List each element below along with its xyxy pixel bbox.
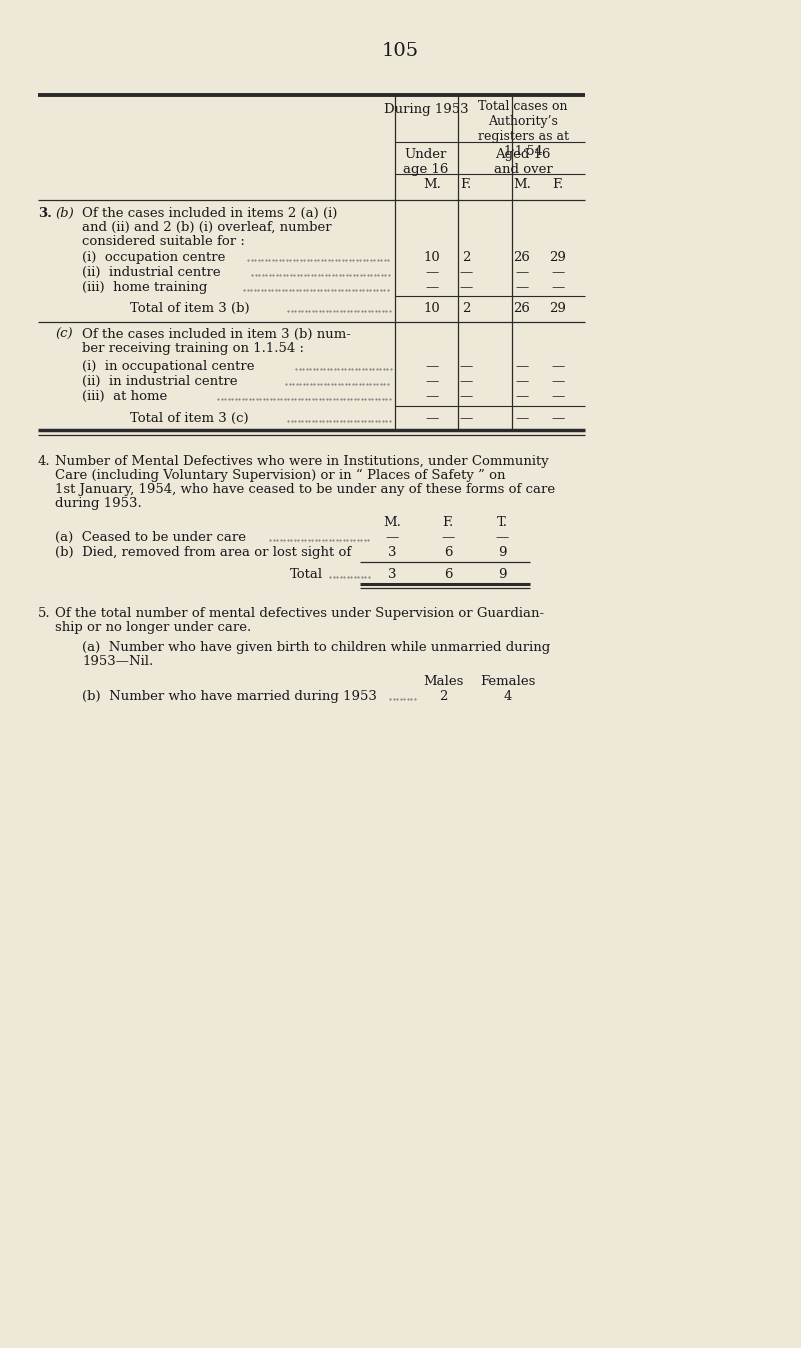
Text: —: —	[425, 390, 439, 403]
Text: (b)  Died, removed from area or lost sight of: (b) Died, removed from area or lost sigh…	[55, 546, 352, 559]
Text: —: —	[551, 390, 565, 403]
Text: 9: 9	[497, 568, 506, 581]
Text: during 1953.: during 1953.	[55, 497, 142, 510]
Text: Number of Mental Defectives who were in Institutions, under Community: Number of Mental Defectives who were in …	[55, 456, 549, 468]
Text: and (ii) and 2 (b) (i) overleaf, number: and (ii) and 2 (b) (i) overleaf, number	[82, 221, 332, 235]
Text: 5.: 5.	[38, 607, 50, 620]
Text: (ii)  in industrial centre: (ii) in industrial centre	[82, 375, 238, 388]
Text: Total cases on
Authority’s
registers as at
1·1·54: Total cases on Authority’s registers as …	[477, 100, 569, 158]
Text: 3.: 3.	[38, 208, 52, 220]
Text: T.: T.	[497, 516, 508, 528]
Text: —: —	[551, 375, 565, 388]
Text: —: —	[385, 531, 399, 545]
Text: —: —	[425, 412, 439, 425]
Text: F.: F.	[461, 178, 472, 191]
Text: 4: 4	[504, 690, 512, 704]
Text: 6: 6	[444, 568, 453, 581]
Text: During 1953: During 1953	[384, 102, 469, 116]
Text: (b): (b)	[55, 208, 74, 220]
Text: —: —	[460, 390, 473, 403]
Text: Total of item 3 (c): Total of item 3 (c)	[130, 412, 248, 425]
Text: (iii)  home training: (iii) home training	[82, 280, 207, 294]
Text: (iii)  at home: (iii) at home	[82, 390, 167, 403]
Text: —: —	[515, 266, 529, 279]
Text: —: —	[441, 531, 455, 545]
Text: 29: 29	[549, 251, 566, 264]
Text: Of the cases included in item 3 (b) num-: Of the cases included in item 3 (b) num-	[82, 328, 351, 341]
Text: (a)  Number who have given birth to children while unmarried during: (a) Number who have given birth to child…	[82, 642, 550, 654]
Text: Under
age 16: Under age 16	[404, 148, 449, 177]
Text: —: —	[460, 375, 473, 388]
Text: 6: 6	[444, 546, 453, 559]
Text: M.: M.	[513, 178, 531, 191]
Text: —: —	[551, 360, 565, 373]
Text: 26: 26	[513, 251, 530, 264]
Text: ship or no longer under care.: ship or no longer under care.	[55, 621, 252, 634]
Text: —: —	[495, 531, 509, 545]
Text: 26: 26	[513, 302, 530, 315]
Text: —: —	[551, 412, 565, 425]
Text: ber receiving training on 1.1.54 :: ber receiving training on 1.1.54 :	[82, 342, 304, 355]
Text: Care (including Voluntary Supervision) or in “ Places of Safety ” on: Care (including Voluntary Supervision) o…	[55, 469, 505, 483]
Text: —: —	[425, 360, 439, 373]
Text: —: —	[460, 360, 473, 373]
Text: Total: Total	[290, 568, 323, 581]
Text: 3: 3	[388, 546, 396, 559]
Text: F.: F.	[442, 516, 453, 528]
Text: 1953—Nil.: 1953—Nil.	[82, 655, 153, 669]
Text: M.: M.	[423, 178, 441, 191]
Text: (i)  occupation centre: (i) occupation centre	[82, 251, 225, 264]
Text: Of the total number of mental defectives under Supervision or Guardian-: Of the total number of mental defectives…	[55, 607, 544, 620]
Text: —: —	[515, 360, 529, 373]
Text: 9: 9	[497, 546, 506, 559]
Text: 105: 105	[381, 42, 419, 61]
Text: —: —	[515, 390, 529, 403]
Text: (b)  Number who have married during 1953: (b) Number who have married during 1953	[82, 690, 377, 704]
Text: —: —	[425, 266, 439, 279]
Text: (a)  Ceased to be under care: (a) Ceased to be under care	[55, 531, 246, 545]
Text: —: —	[515, 280, 529, 294]
Text: 10: 10	[424, 302, 441, 315]
Text: considered suitable for :: considered suitable for :	[82, 235, 245, 248]
Text: 1st January, 1954, who have ceased to be under any of these forms of care: 1st January, 1954, who have ceased to be…	[55, 483, 555, 496]
Text: 3: 3	[388, 568, 396, 581]
Text: Aged 16
and over: Aged 16 and over	[493, 148, 553, 177]
Text: —: —	[460, 266, 473, 279]
Text: Total of item 3 (b): Total of item 3 (b)	[130, 302, 250, 315]
Text: —: —	[460, 412, 473, 425]
Text: (c): (c)	[55, 328, 73, 341]
Text: 2: 2	[439, 690, 447, 704]
Text: —: —	[425, 280, 439, 294]
Text: 2: 2	[462, 251, 470, 264]
Text: —: —	[551, 280, 565, 294]
Text: (ii)  industrial centre: (ii) industrial centre	[82, 266, 220, 279]
Text: —: —	[425, 375, 439, 388]
Text: (i)  in occupational centre: (i) in occupational centre	[82, 360, 255, 373]
Text: Females: Females	[481, 675, 536, 687]
Text: Of the cases included in items 2 (a) (i): Of the cases included in items 2 (a) (i)	[82, 208, 337, 220]
Text: —: —	[515, 375, 529, 388]
Text: F.: F.	[553, 178, 564, 191]
Text: Males: Males	[423, 675, 463, 687]
Text: 29: 29	[549, 302, 566, 315]
Text: 4.: 4.	[38, 456, 50, 468]
Text: 10: 10	[424, 251, 441, 264]
Text: M.: M.	[383, 516, 401, 528]
Text: —: —	[515, 412, 529, 425]
Text: —: —	[551, 266, 565, 279]
Text: 2: 2	[462, 302, 470, 315]
Text: —: —	[460, 280, 473, 294]
